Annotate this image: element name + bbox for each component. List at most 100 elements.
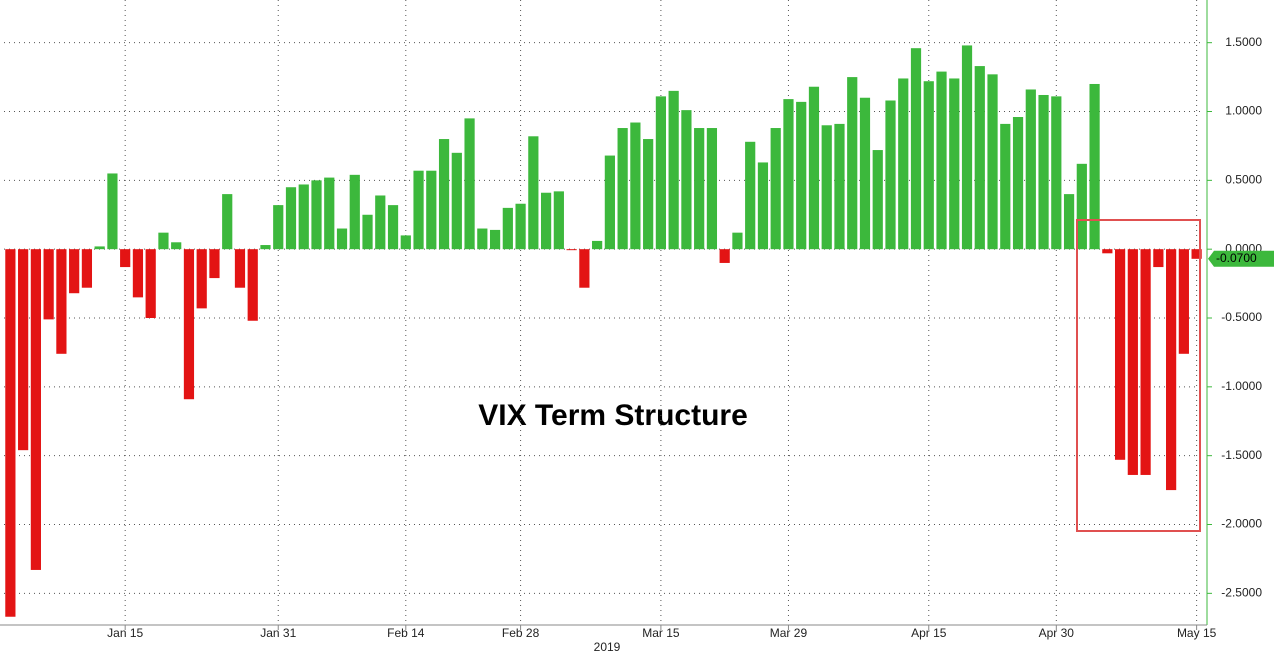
bar bbox=[706, 128, 718, 250]
bar bbox=[630, 122, 641, 250]
bar bbox=[5, 249, 16, 617]
bar bbox=[234, 249, 246, 288]
bar bbox=[375, 195, 386, 250]
bar bbox=[1114, 249, 1126, 460]
bar bbox=[324, 177, 335, 250]
bar bbox=[1063, 194, 1075, 250]
y-tick-label: -0.5000 bbox=[1221, 310, 1262, 324]
bar bbox=[770, 128, 781, 250]
x-tick-label: Mar 29 bbox=[770, 626, 808, 640]
bar bbox=[209, 249, 220, 279]
x-tick-label: Jan 15 bbox=[107, 626, 143, 640]
bar bbox=[668, 90, 679, 250]
bar bbox=[477, 228, 488, 250]
bar bbox=[783, 99, 794, 250]
bar bbox=[171, 242, 182, 250]
bar bbox=[183, 249, 195, 400]
bar bbox=[796, 101, 807, 250]
bar bbox=[426, 170, 437, 250]
bar bbox=[196, 249, 207, 309]
y-tick-label: 1.5000 bbox=[1225, 35, 1262, 49]
bar bbox=[489, 229, 501, 250]
x-tick-label: May 15 bbox=[1177, 626, 1217, 640]
bar bbox=[961, 45, 973, 250]
bar bbox=[1178, 249, 1189, 354]
bar bbox=[821, 125, 832, 250]
bar bbox=[553, 191, 564, 250]
x-tick-label: Apr 30 bbox=[1039, 626, 1075, 640]
bar bbox=[145, 249, 156, 319]
bar bbox=[974, 66, 985, 250]
bar bbox=[400, 235, 411, 250]
bar bbox=[1076, 163, 1087, 250]
bar bbox=[987, 74, 998, 250]
bar bbox=[910, 48, 922, 250]
bar bbox=[1102, 249, 1113, 254]
bar bbox=[847, 77, 858, 250]
bar bbox=[643, 139, 654, 250]
bar bbox=[528, 136, 539, 250]
bar bbox=[859, 97, 871, 250]
bar bbox=[81, 249, 93, 288]
bar bbox=[413, 170, 424, 250]
bar bbox=[247, 249, 258, 321]
bar bbox=[1127, 249, 1138, 475]
bar bbox=[566, 249, 577, 251]
bar bbox=[655, 96, 667, 250]
bar bbox=[745, 141, 756, 250]
bar bbox=[69, 249, 80, 294]
bar bbox=[592, 240, 603, 250]
bar bbox=[94, 246, 105, 250]
bar bbox=[681, 110, 692, 250]
bar bbox=[56, 249, 67, 354]
y-tick-label: -1.0000 bbox=[1221, 379, 1262, 393]
bar bbox=[349, 174, 360, 250]
bar bbox=[18, 249, 29, 451]
bar bbox=[808, 86, 820, 250]
bar bbox=[311, 180, 322, 250]
x-tick-label: Feb 28 bbox=[502, 626, 540, 640]
bar bbox=[1191, 249, 1202, 259]
bar bbox=[936, 71, 947, 250]
bar bbox=[885, 100, 896, 250]
bar bbox=[30, 249, 41, 570]
bar bbox=[273, 205, 284, 250]
bar bbox=[120, 249, 131, 268]
x-tick-label: Jan 31 bbox=[260, 626, 296, 640]
bar bbox=[502, 207, 513, 250]
y-tick-label: 1.0000 bbox=[1225, 104, 1262, 118]
value-label: -0.0700 bbox=[1216, 251, 1257, 265]
bar bbox=[107, 173, 118, 250]
x-axis-label: 2019 bbox=[594, 640, 621, 654]
y-tick-label: 0.5000 bbox=[1225, 173, 1262, 187]
bar bbox=[949, 78, 960, 250]
x-tick-label: Feb 14 bbox=[387, 626, 425, 640]
value-label-box bbox=[1208, 250, 1274, 267]
bar bbox=[1000, 123, 1011, 250]
bar bbox=[285, 187, 297, 250]
bar bbox=[719, 249, 730, 263]
bar bbox=[872, 150, 883, 250]
bar bbox=[222, 194, 233, 250]
bar bbox=[362, 214, 373, 250]
bar bbox=[260, 245, 271, 250]
bar bbox=[923, 81, 934, 250]
bar bbox=[464, 118, 475, 250]
bar bbox=[694, 128, 705, 250]
chart-title: VIX Term Structure bbox=[478, 399, 748, 432]
x-tick-label: Mar 15 bbox=[642, 626, 680, 640]
highlight-box bbox=[1076, 219, 1201, 532]
bar bbox=[1166, 249, 1177, 491]
bar bbox=[1089, 83, 1100, 250]
bar bbox=[43, 249, 54, 320]
bar bbox=[1140, 249, 1151, 475]
bar bbox=[1153, 249, 1164, 268]
y-tick-label: -2.0000 bbox=[1221, 517, 1262, 531]
bar bbox=[1012, 117, 1024, 250]
bar bbox=[298, 184, 309, 250]
bar bbox=[617, 128, 628, 250]
bar bbox=[732, 232, 743, 250]
bar bbox=[387, 205, 399, 250]
bar bbox=[579, 249, 590, 288]
